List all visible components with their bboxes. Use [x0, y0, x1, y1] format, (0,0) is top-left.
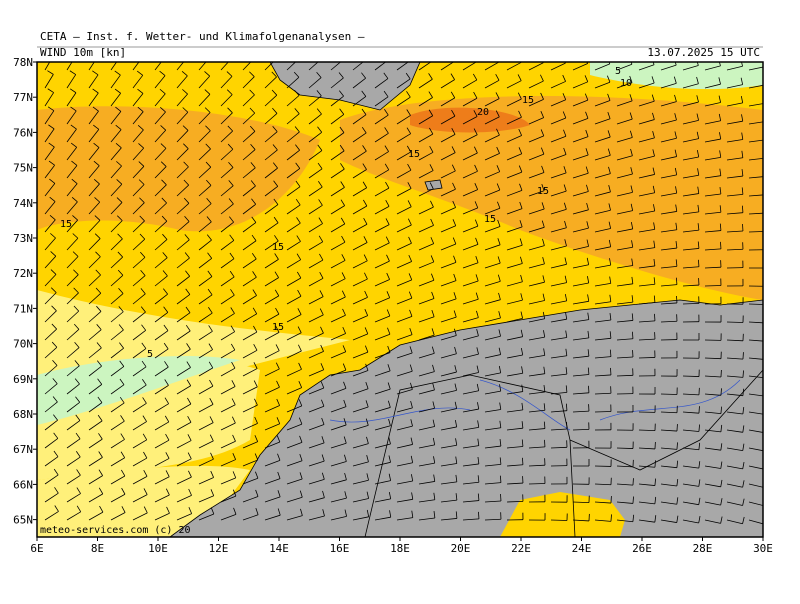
- barb-flag: [764, 133, 765, 140]
- lon-label: 26E: [632, 542, 652, 555]
- barb-flag: [588, 386, 589, 393]
- lon-label: 20E: [451, 542, 471, 555]
- barb-shaft: [639, 357, 655, 358]
- barb-flag: [764, 170, 765, 177]
- barb-shaft: [705, 285, 721, 286]
- barb-flag: [361, 55, 365, 60]
- lat-label: 69N: [13, 373, 33, 386]
- barb-flag: [765, 499, 767, 506]
- contour-label: 5: [615, 66, 621, 77]
- barb-flag: [765, 353, 766, 360]
- barb-flag: [654, 314, 655, 321]
- lon-label: 24E: [572, 542, 592, 555]
- barb-flag: [764, 115, 765, 122]
- barb-flag: [655, 460, 656, 467]
- barb-flag: [478, 512, 479, 519]
- lat-label: 71N: [13, 302, 33, 315]
- contour-label: 15: [60, 219, 72, 230]
- contour-label: 15: [272, 242, 284, 253]
- contour-label: 15: [272, 322, 284, 333]
- barb-flag: [765, 426, 766, 433]
- barb-flag: [204, 53, 209, 58]
- barb-flag: [632, 332, 633, 339]
- barb-flag: [271, 54, 276, 59]
- lat-label: 76N: [13, 126, 33, 139]
- lon-label: 18E: [390, 542, 410, 555]
- lon-label: 16E: [330, 542, 350, 555]
- barb-flag: [137, 53, 143, 57]
- barb-flag: [764, 151, 765, 158]
- barb-flag: [765, 371, 766, 378]
- barb-flag: [764, 188, 765, 195]
- barb-flag: [699, 406, 700, 413]
- lon-label: 22E: [511, 542, 531, 555]
- barb-flag: [316, 54, 321, 59]
- barb-flag: [428, 55, 432, 61]
- field-name: WIND 10m [kn]: [40, 46, 126, 59]
- barb-flag: [765, 334, 766, 341]
- barb-flag: [159, 53, 165, 57]
- lat-label: 66N: [13, 478, 33, 491]
- barb-flag: [227, 53, 232, 58]
- barb-shaft: [617, 448, 633, 449]
- barb-flag: [339, 54, 344, 59]
- lat-label: 75N: [13, 162, 33, 175]
- lat-label: 67N: [13, 443, 33, 456]
- contour-label: 15: [537, 186, 549, 197]
- lon-label: 6E: [30, 542, 43, 555]
- lat-label: 74N: [13, 197, 33, 210]
- contour-label: 15: [484, 214, 496, 225]
- contour-label: 10: [620, 78, 632, 89]
- title: CETA — Inst. f. Wetter- und Klimafolgena…: [40, 30, 365, 43]
- contour-label: 5: [147, 349, 153, 360]
- barb-flag: [764, 517, 766, 524]
- watermark: meteo-services.com (c) 20: [40, 525, 191, 536]
- lon-label: 28E: [693, 542, 713, 555]
- barb-flag: [765, 389, 766, 396]
- barb-flag: [698, 260, 699, 267]
- lon-label: 12E: [209, 542, 229, 555]
- barb-flag: [406, 55, 410, 61]
- barb-flag: [765, 444, 766, 451]
- barb-flag: [764, 96, 765, 103]
- lon-label: 8E: [91, 542, 104, 555]
- lon-label: 30E: [753, 542, 773, 555]
- barb-flag: [765, 462, 766, 469]
- contour-label: 15: [408, 149, 420, 160]
- barb-flag: [384, 55, 388, 61]
- barb-flag: [182, 53, 187, 57]
- barb-shaft: [529, 483, 545, 484]
- barb-shaft: [551, 520, 567, 521]
- lat-label: 65N: [13, 514, 33, 527]
- barb-flag: [249, 54, 254, 59]
- barb-flag: [522, 458, 523, 465]
- barb-flag: [633, 478, 634, 485]
- lat-label: 70N: [13, 338, 33, 351]
- lon-label: 10E: [148, 542, 168, 555]
- barb-flag: [495, 56, 498, 62]
- barb-flag: [566, 404, 567, 411]
- barb-flag: [721, 388, 722, 395]
- barb-flag: [765, 481, 767, 488]
- lat-label: 77N: [13, 91, 33, 104]
- lat-label: 72N: [13, 267, 33, 280]
- barb-flag: [473, 56, 477, 62]
- barb-flag: [765, 408, 766, 415]
- barb-flag: [294, 54, 299, 59]
- barb-flag: [451, 55, 455, 61]
- valid-time: 13.07.2025 15 UTC: [647, 46, 760, 59]
- lon-label: 14E: [269, 542, 289, 555]
- lat-label: 73N: [13, 232, 33, 245]
- lat-label: 78N: [13, 56, 33, 69]
- contour-label: 15: [522, 95, 534, 106]
- lat-label: 68N: [13, 408, 33, 421]
- contour-label: 20: [477, 107, 489, 118]
